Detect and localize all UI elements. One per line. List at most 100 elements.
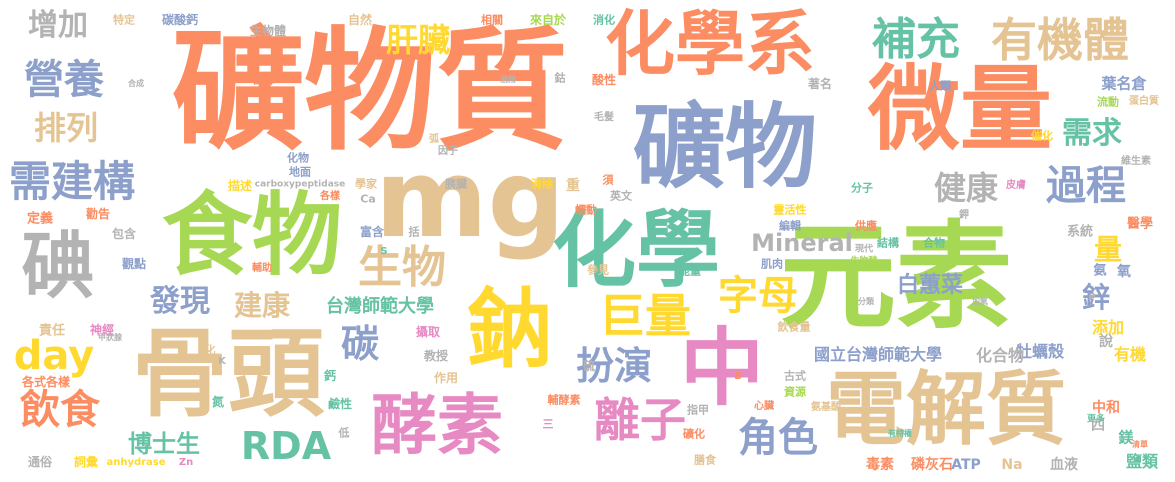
word-cloud-word: 鎂 [1118,428,1134,447]
word-cloud-word: 心臟 [754,401,774,412]
word-cloud-word: 因子 [438,146,458,157]
word-cloud-word: 牡蠣殼 [1015,342,1065,361]
word-cloud-word: 有機體 [991,13,1129,67]
word-cloud-word: 三 [542,417,554,431]
word-cloud-word: 葉名倉 [1101,74,1147,93]
word-cloud-word: 合物 [923,236,945,250]
word-cloud-word: 描述 [227,179,253,193]
word-cloud-word: 有機 [1113,345,1147,364]
word-cloud-word: 字母 [718,273,798,319]
word-cloud-word: 蠕動 [575,203,597,217]
word-cloud-word: 觀點 [121,257,147,271]
word-cloud-word: 更多 [1086,414,1106,425]
word-cloud-word: 中和 [1092,400,1120,416]
word-cloud-word: 學家 [355,177,377,191]
word-cloud-word: 酒精 [500,75,516,84]
word-cloud-word: 電解質 [826,363,1066,456]
word-cloud-word: Ca [360,192,376,206]
word-cloud-word: 有特權 [888,429,912,438]
word-cloud-word: 磷灰石 [911,457,953,473]
word-cloud-word: 碳酸鈣 [161,13,199,27]
word-cloud-word: 流動 [1097,95,1119,109]
word-cloud-word: 鹼性 [327,397,353,411]
word-cloud-word: 結構 [877,236,899,250]
word-cloud-word: 編輯 [779,219,801,233]
word-cloud-word: 輔酵素 [547,393,581,407]
word-cloud-word: 來自於 [529,13,567,27]
word-cloud-word: 特定 [113,13,135,27]
word-cloud-word: 元素 [780,210,1012,345]
word-cloud-word: 鈣 [323,369,337,383]
word-cloud-word: 皮膚 [1006,180,1026,191]
word-cloud-word: 巨量 [599,289,691,343]
word-cloud-word: 相關 [481,13,503,27]
word-cloud-word: 神經 [89,323,115,337]
word-cloud-word: 化 [204,343,216,357]
word-cloud-word: 國立台灣師範大學 [813,345,943,364]
word-cloud-word: 合成 [128,79,144,88]
word-cloud-word: 生物 [358,242,446,293]
word-cloud-word: 甲狀腺 [98,333,122,342]
word-cloud-word: 生物體 [249,24,287,38]
word-cloud-word: 人類 [929,79,951,93]
word-cloud-word: 資源 [784,385,806,399]
word-cloud-word: 健康 [933,169,999,207]
word-cloud-word: 化合物 [975,346,1025,365]
word-cloud-word: 需建構 [8,157,136,206]
word-cloud-word: 礦化 [683,427,705,441]
word-cloud-word: 低 [338,426,350,440]
word-cloud-word: 各式各樣 [21,375,71,389]
word-cloud-word: 攝取 [415,325,441,339]
word-cloud-word: 胰臟 [445,177,467,191]
word-cloud-word: 添加 [1091,318,1125,337]
word-cloud-word: 血液 [1050,457,1078,473]
word-cloud-word: 分類 [858,297,874,306]
word-cloud-word: 扮演 [575,344,653,388]
word-cloud-word: 毛髮 [594,112,614,123]
word-cloud-word: 定義 [26,211,54,227]
word-cloud-word: 註釋 [253,73,275,87]
word-cloud-word: 膳食 [694,453,716,467]
word-cloud-word: 化物 [287,151,309,165]
word-cloud-word: 飲食量 [777,320,811,334]
word-cloud-word: 鈉 [467,280,553,380]
word-cloud-word: carboxypeptidase [254,179,346,190]
word-cloud-word: 現代 [854,244,874,255]
word-cloud-word: 通俗 [27,455,53,469]
word-cloud-word: 供應 [855,219,877,233]
word-cloud-word: 骨頭 [132,318,324,430]
word-cloud-word: 責任 [38,323,66,339]
word-cloud-word: B [734,371,742,382]
word-cloud-word: 括 [408,225,420,239]
word-cloud-word: 鹽類 [1125,452,1159,471]
word-cloud-word: 消化 [593,13,615,27]
word-cloud-word: 需求 [1062,116,1122,151]
word-cloud-word: 氨 [1093,263,1107,279]
word-cloud-word: 酸性 [591,73,617,87]
word-cloud-word: 鈷 [554,71,566,85]
word-cloud-word: 清除 [531,177,553,191]
word-cloud-word: 礦物 [632,94,818,201]
word-cloud-word: 白蕙菜 [896,273,964,298]
word-cloud-word: Mineral [751,229,853,257]
word-cloud-word: 能量 [679,264,701,278]
word-cloud-word: 說 [1099,334,1113,350]
word-cloud-word: 化學 [551,201,721,299]
word-cloud-word: 指甲 [687,403,709,417]
word-cloud-word: 醫學 [1126,216,1154,232]
word-cloud-word: 中 [679,319,765,417]
word-cloud-word: day [13,333,95,379]
word-cloud-word: 氧 [1117,264,1131,280]
word-cloud-word: 清單 [1132,440,1148,449]
word-cloud-word: 肌肉 [761,257,783,271]
word-cloud-word: 勸告 [85,207,111,221]
word-cloud-word: 重 [566,178,580,194]
word-cloud-word: 台灣師範大學 [326,296,434,317]
word-cloud-word: 酵素 [371,387,503,464]
word-cloud-word: 弧 [429,134,439,145]
word-cloud-word: RDA [240,424,332,468]
word-cloud-word: 蛋白質 [1129,96,1159,107]
word-cloud-word: 輔助 [252,263,272,274]
word-cloud-word: 量 [1093,233,1123,266]
word-cloud-word: 自然 [347,13,373,27]
